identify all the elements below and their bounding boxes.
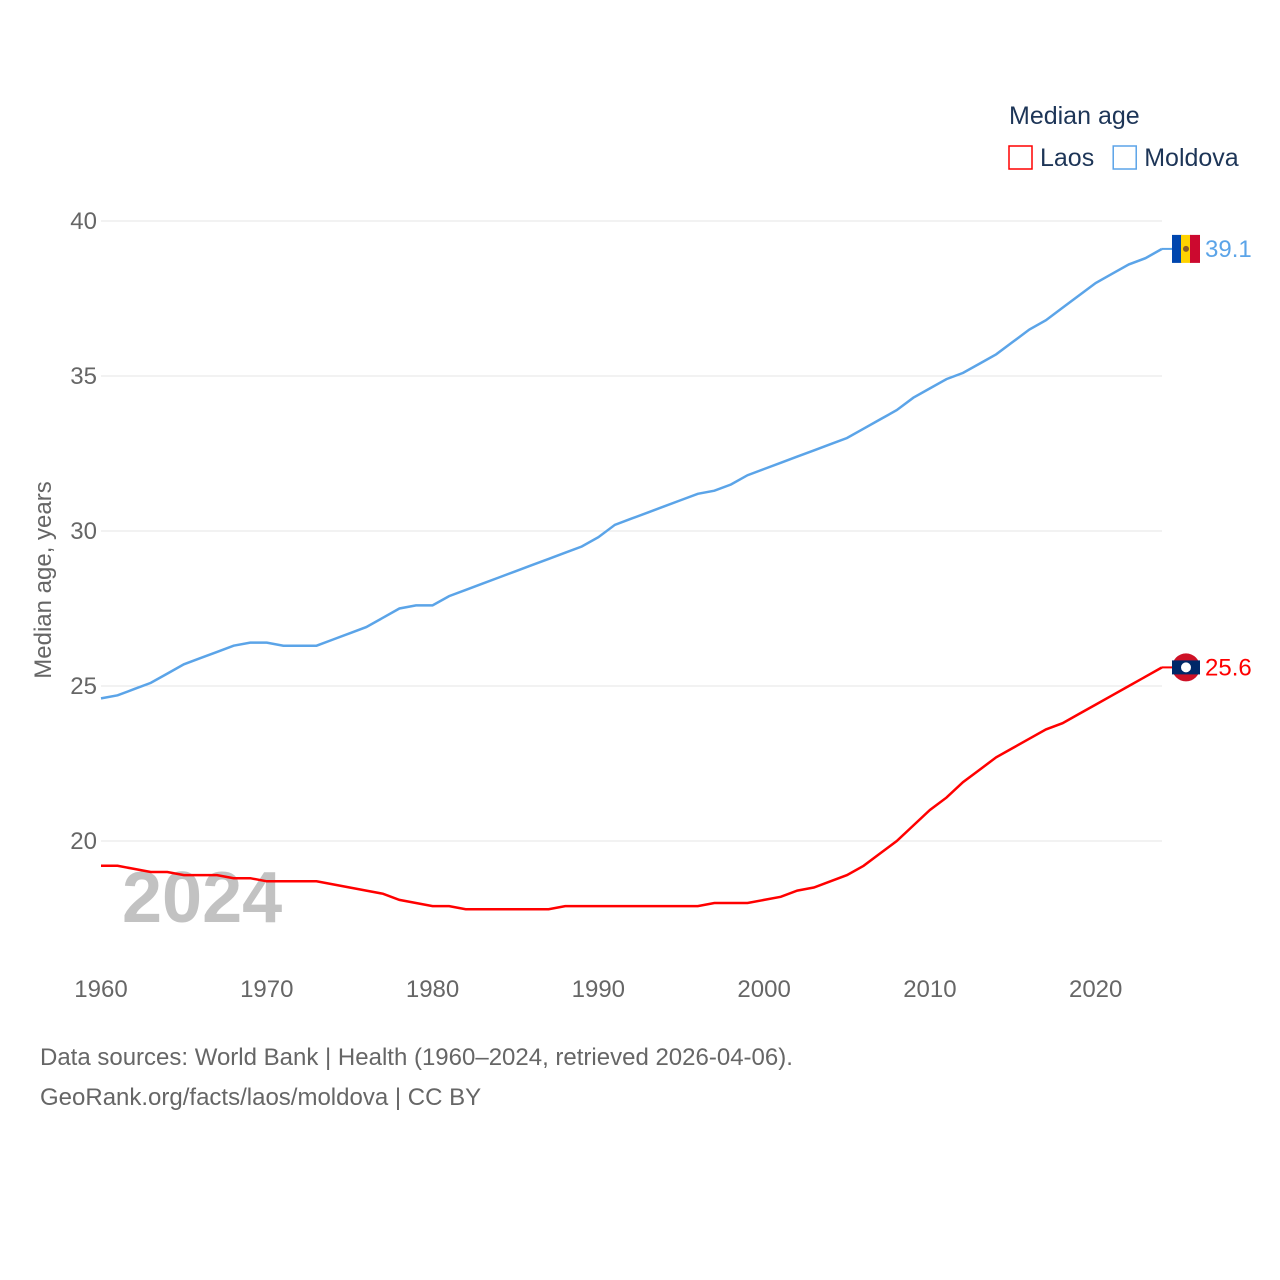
y-tick-label: 20 bbox=[70, 828, 97, 855]
end-value-label: 25.6 bbox=[1205, 654, 1252, 681]
line-chart: 20 25 30 35 40 1960 1970 1980 1990 2000 2010 2020 Me… bbox=[30, 102, 1252, 1003]
laos-flag-icon bbox=[1181, 662, 1191, 673]
legend-swatch bbox=[1112, 145, 1137, 170]
x-tick-label: 2020 bbox=[1069, 976, 1122, 1003]
x-tick-label: 1980 bbox=[406, 976, 459, 1003]
y-tick-label: 35 bbox=[70, 363, 97, 390]
series-line-laos bbox=[101, 666, 1163, 911]
y-axis-label: Median age, years bbox=[30, 481, 57, 678]
x-tick-label: 2000 bbox=[737, 976, 790, 1003]
attribution-text[interactable]: GeoRank.org/facts/laos/moldova | CC BY bbox=[40, 1084, 482, 1111]
moldova-flag-icon bbox=[1190, 234, 1200, 263]
legend-title: Median age bbox=[1009, 102, 1140, 130]
x-tick-label: 1970 bbox=[240, 976, 293, 1003]
end-value-label: 39.1 bbox=[1205, 236, 1252, 263]
moldova-flag-icon bbox=[1172, 234, 1182, 263]
legend-item-moldova[interactable]: Moldova bbox=[1144, 144, 1239, 172]
y-tick-label: 30 bbox=[70, 518, 97, 545]
data-source-text: Data sources: World Bank | Health (1960–… bbox=[40, 1044, 793, 1071]
y-tick-label: 25 bbox=[70, 673, 97, 700]
x-tick-label: 1990 bbox=[572, 976, 625, 1003]
moldova-emblem-icon bbox=[1183, 245, 1189, 252]
series-line-moldova bbox=[100, 247, 1163, 700]
y-tick-label: 40 bbox=[70, 208, 97, 235]
legend-item-laos[interactable]: Laos bbox=[1040, 144, 1094, 172]
x-tick-label: 2010 bbox=[903, 976, 956, 1003]
legend-swatch bbox=[1008, 145, 1033, 170]
x-tick-label: 1960 bbox=[74, 976, 127, 1003]
